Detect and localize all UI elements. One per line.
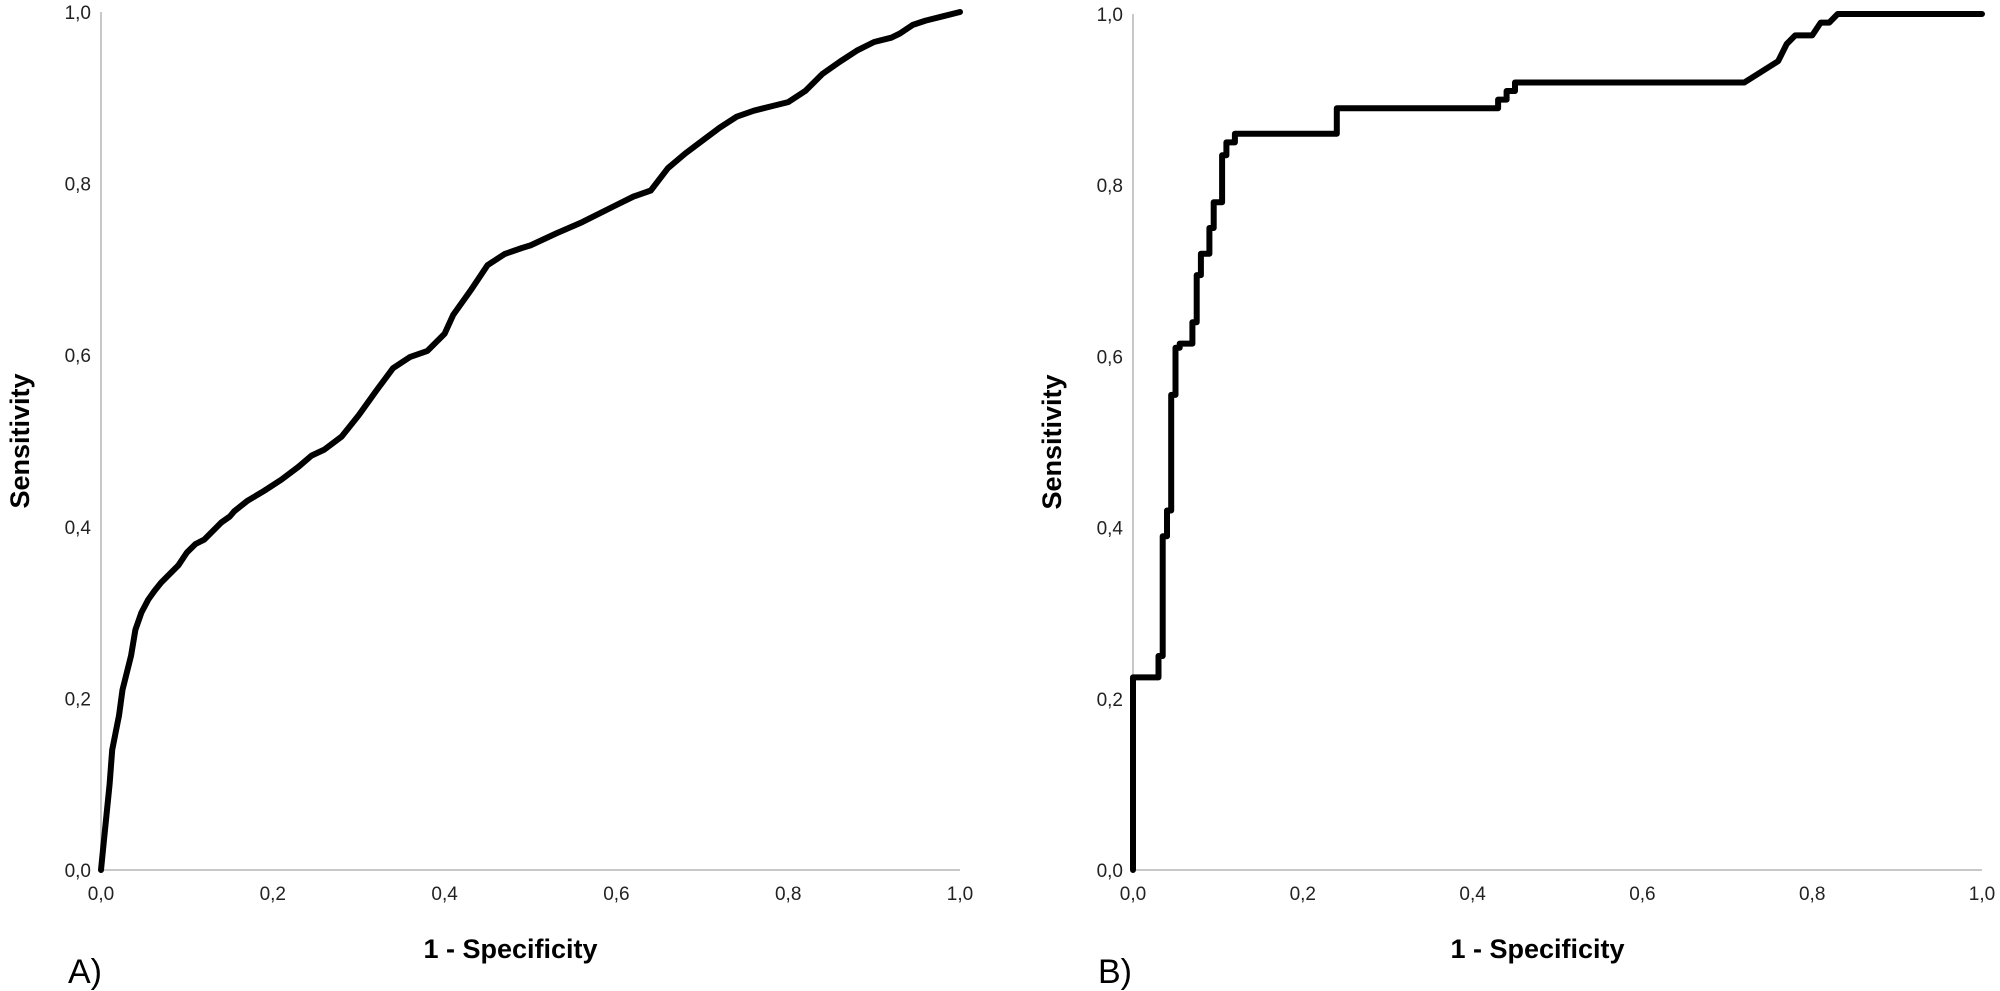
y-tick-label: 0,2 — [65, 689, 91, 710]
y-tick-label: 0,0 — [1097, 861, 1123, 882]
y-axis-title: Sensitivity — [1037, 374, 1067, 509]
y-tick-label: 0,2 — [1097, 690, 1123, 711]
y-tick-label: 0,6 — [1097, 347, 1123, 368]
x-tick-label: 0,4 — [431, 884, 458, 905]
x-tick-label: 0,2 — [260, 884, 286, 905]
x-tick-label: 0,8 — [1799, 884, 1825, 905]
roc-panel-a: 0,0 0,2 0,4 0,6 0,8 1,0 0,0 0,2 0,4 0,6 0,8 1,0 1 - … — [5, 3, 973, 991]
x-tick-label: 0,8 — [775, 884, 801, 905]
x-tick-label: 0,0 — [1120, 884, 1146, 905]
roc-panel-b: 0,0 0,2 0,4 0,6 0,8 1,0 0,0 0,2 0,4 0,6 0,8 1,0 1 - … — [1037, 5, 1995, 991]
y-tick-label: 0,4 — [65, 518, 92, 539]
y-tick-label: 0,0 — [65, 861, 91, 882]
y-tick-label: 0,4 — [1097, 519, 1124, 540]
y-tick-label: 1,0 — [65, 3, 91, 24]
x-tick-label: 0,2 — [1290, 884, 1316, 905]
x-tick-label: 1,0 — [947, 884, 973, 905]
x-tick-label: 1,0 — [1969, 884, 1995, 905]
panel-label: B) — [1098, 953, 1132, 991]
panel-label: A) — [68, 953, 102, 991]
y-tick-label: 0,8 — [1097, 176, 1123, 197]
y-axis-title: Sensitivity — [5, 373, 35, 508]
x-tick-label: 0,6 — [1629, 884, 1655, 905]
roc-curve-line — [98, 9, 963, 873]
x-axis-title: 1 - Specificity — [1450, 934, 1624, 964]
y-tick-label: 0,8 — [65, 175, 91, 196]
x-tick-label: 0,4 — [1459, 884, 1486, 905]
y-tick-label: 0,6 — [65, 346, 91, 367]
roc-curve-line — [1130, 11, 1985, 873]
y-tick-label: 1,0 — [1097, 5, 1123, 26]
x-axis-title: 1 - Specificity — [423, 934, 597, 964]
x-tick-label: 0,0 — [88, 884, 114, 905]
x-tick-label: 0,6 — [603, 884, 629, 905]
